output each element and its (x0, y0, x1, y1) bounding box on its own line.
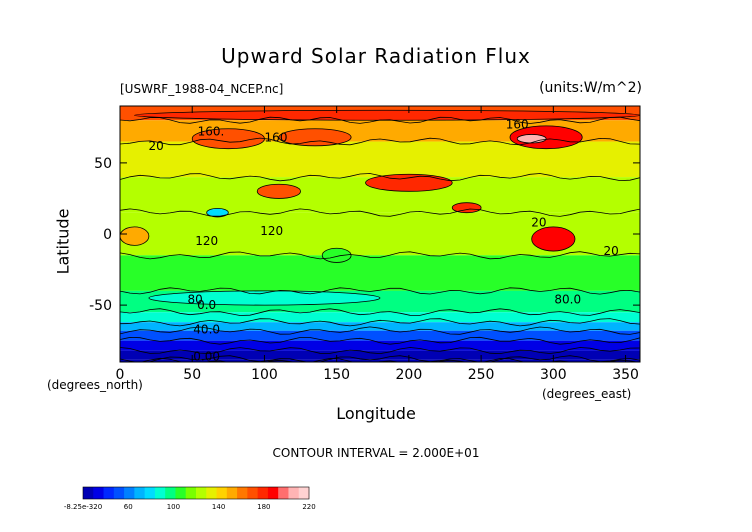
colorbar-swatch-14 (226, 487, 238, 499)
contour-line-11 (120, 355, 640, 362)
colorbar-swatch-1 (93, 487, 105, 499)
hotspot-12 (148, 290, 381, 306)
colorbar-swatch-11 (196, 487, 207, 499)
colorbar-swatch-21 (298, 487, 310, 499)
colorbar-swatch-16 (247, 487, 259, 499)
contour-label-10: 80.0 (554, 292, 581, 306)
chart-title: Upward Solar Radiation Flux (221, 44, 531, 68)
colorbar-swatch-6 (144, 487, 156, 499)
contour-label-0: 160. (198, 125, 225, 139)
colorbar: -8.25e-320 60 100 140 180 220 (64, 486, 316, 511)
y-tick-label-0: -50 (89, 298, 112, 314)
contour-label-5: 120 (260, 224, 283, 238)
colorbar-swatch-5 (134, 487, 146, 499)
x-tick-label-5: 250 (468, 367, 495, 383)
contour-label-1: 160 (265, 130, 288, 144)
colorbar-tick-label-5: 220 (302, 503, 315, 511)
colorbar-swatch-20 (288, 487, 300, 499)
contour-line-8 (120, 326, 640, 335)
contour-label-12: 0.00 (193, 349, 220, 363)
hotspot-6 (451, 202, 482, 214)
dataset-filename: [USWRF_1988-04_NCEP.nc] (120, 82, 284, 96)
contour-line-6 (120, 308, 640, 316)
x-tick-label-6: 300 (540, 367, 567, 383)
x-tick-label-3: 150 (323, 367, 350, 383)
x-units-label: (degrees_north) (47, 378, 143, 392)
contour-line-1 (120, 137, 640, 146)
colorbar-swatch-0 (83, 487, 94, 499)
contour-line-10 (120, 347, 640, 355)
y-tick-label-1: 0 (103, 227, 112, 243)
contour-label-2: 160 (506, 117, 529, 131)
colorbar-swatch-8 (165, 487, 176, 499)
lat-band-11 (120, 350, 640, 360)
contour-line-9 (120, 336, 640, 345)
contour-label-9: 0.0 (197, 298, 216, 312)
colorbar-swatch-15 (237, 487, 248, 499)
contour-line-2 (120, 173, 640, 182)
colorbar-swatch-19 (278, 487, 289, 499)
colorbar-swatch-17 (257, 487, 269, 499)
colorbar-swatch-18 (267, 487, 279, 499)
x-tick-label-7: 350 (612, 367, 639, 383)
contour-line-7 (120, 318, 640, 327)
colorbar-tick-label-2: 100 (167, 503, 180, 511)
hotspot-7 (531, 226, 576, 252)
lat-band-8 (120, 322, 640, 331)
contour-interval-label: CONTOUR INTERVAL = 2.000E+01 (272, 446, 480, 460)
contour-label-11: 40.0 (193, 322, 220, 336)
hotspot-4 (516, 134, 547, 144)
hotspot-8 (256, 183, 301, 199)
hotspot-0 (134, 109, 640, 121)
units-label: (units:W/m^2) (539, 80, 642, 96)
y-tick-label-2: 50 (94, 156, 112, 172)
contour-line-4 (120, 251, 640, 260)
lat-band-12 (120, 359, 640, 362)
colorbar-frame (82, 486, 310, 500)
contour-label-8: 80 (187, 292, 202, 306)
colorbar-tick-label-0: -8.25e-320 (64, 503, 102, 511)
x-tick-label-2: 100 (251, 367, 278, 383)
hotspot-11 (321, 247, 352, 263)
y-units-label: (degrees_east) (542, 387, 632, 401)
colorbar-swatch-4 (124, 487, 135, 499)
colorbar-swatch-9 (175, 487, 187, 499)
plot-area: 160. 160 160 20 120 120 20 20 800.0 80.0 40.0 0.00 (120, 106, 640, 363)
colorbar-swatch-3 (113, 487, 125, 499)
contour-label-7: 20 (603, 244, 618, 258)
colorbar-tick-label-3: 140 (212, 503, 225, 511)
hotspot-5 (365, 173, 453, 192)
x-axis-label: Longitude (336, 404, 416, 423)
x-tick-label-4: 200 (396, 367, 423, 383)
lat-band-5 (120, 255, 640, 291)
lat-band-7 (120, 312, 640, 323)
x-tick-label-1: 50 (183, 367, 201, 383)
contour-line-5 (120, 287, 640, 295)
colorbar-swatch-2 (103, 487, 115, 499)
contour-line-0 (120, 116, 640, 124)
hotspot-9 (206, 208, 229, 218)
contour-label-6: 20 (531, 216, 546, 230)
contour-label-4: 120 (195, 234, 218, 248)
contour-line-3 (120, 208, 640, 217)
colorbar-swatch-7 (154, 487, 166, 499)
lat-band-10 (120, 340, 640, 351)
hotspot-10 (120, 226, 150, 246)
lat-band-9 (120, 330, 640, 341)
axes: 0 50 100 150 200 250 300 350 -50 0 50 (89, 106, 640, 383)
colorbar-swatch-10 (185, 487, 197, 499)
colorbar-swatch-12 (206, 487, 218, 499)
colorbar-tick-label-1: 60 (124, 503, 133, 511)
x-tick-label-0: 0 (116, 367, 125, 383)
colorbar-swatch-13 (216, 487, 228, 499)
contour-label-3: 20 (148, 139, 163, 153)
colorbar-tick-label-4: 180 (257, 503, 270, 511)
hotspot-2 (278, 128, 352, 147)
